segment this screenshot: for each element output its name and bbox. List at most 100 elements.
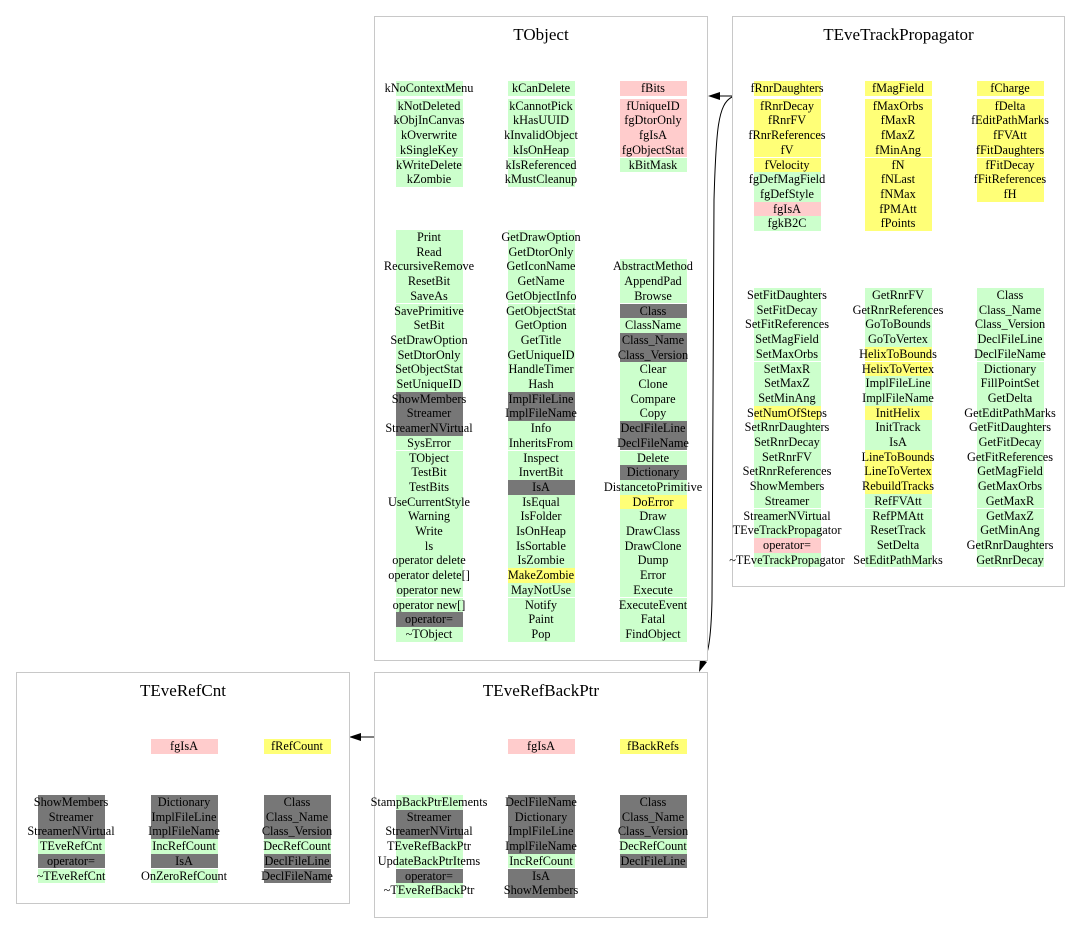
method[interactable]: ~TEveTrackPropagator [729, 552, 845, 568]
method[interactable]: GetDelta [976, 390, 1044, 406]
method[interactable]: Pop [507, 626, 575, 642]
method[interactable]: GetOption [507, 318, 575, 333]
method[interactable]: FindObject [619, 626, 687, 642]
data-member[interactable]: fMaxR [864, 113, 932, 129]
method[interactable]: TestBits [395, 479, 463, 495]
data-member[interactable]: fCharge [976, 81, 1044, 96]
method[interactable]: TEveTrackPropagator [733, 523, 841, 538]
data-member[interactable]: fFitReferences [974, 172, 1046, 187]
data-member[interactable]: fNMax [864, 186, 932, 202]
method[interactable]: Class [263, 795, 331, 810]
method[interactable]: Paint [507, 612, 575, 627]
data-member[interactable]: kNoContextMenu [385, 81, 473, 96]
data-member[interactable]: fgIsA [619, 128, 687, 143]
method[interactable]: Compare [619, 391, 687, 407]
method[interactable]: DistancetoPrimitive [604, 479, 702, 495]
method[interactable]: Streamer [753, 493, 821, 509]
method[interactable]: RecursiveRemove [384, 259, 474, 275]
data-member[interactable]: fH [976, 186, 1044, 202]
method[interactable]: SetDelta [864, 537, 932, 553]
class-teve-track-propagator[interactable]: TEveTrackPropagator fRnrDaughters fRnrDeca… [729, 16, 1065, 587]
method[interactable]: ResetTrack [864, 523, 932, 538]
method[interactable]: HelixToBounds [859, 346, 937, 362]
data-member[interactable]: kWriteDelete [395, 157, 463, 173]
method[interactable]: StreamerNVirtual [743, 508, 831, 524]
method[interactable]: DeclFileName [974, 346, 1046, 362]
method[interactable]: GetMaxR [976, 493, 1044, 509]
method[interactable]: DeclFileLine [619, 853, 687, 869]
method[interactable]: SetFitDecay [753, 302, 821, 318]
method[interactable]: SetMagField [753, 332, 821, 347]
method[interactable]: Streamer [395, 809, 463, 825]
method[interactable]: SetRnrDecay [753, 435, 821, 450]
method[interactable]: DeclFileName [261, 868, 333, 884]
method[interactable]: Hash [507, 377, 575, 392]
method[interactable]: LineToBounds [862, 449, 934, 465]
method[interactable]: StampBackPtrElements [371, 795, 487, 810]
method[interactable]: UseCurrentStyle [388, 494, 470, 510]
data-member[interactable]: fBits [619, 81, 687, 96]
data-member[interactable]: fMaxOrbs [864, 98, 932, 114]
data-member[interactable]: fMinAng [864, 142, 932, 158]
method[interactable]: ShowMembers [504, 883, 578, 898]
method[interactable]: Clone [619, 377, 687, 392]
method[interactable]: Dump [619, 553, 687, 569]
data-member[interactable]: fRnrReferences [748, 128, 826, 143]
method[interactable]: IncRefCount [150, 839, 218, 854]
method[interactable]: Dictionary [619, 465, 687, 480]
method[interactable]: GetMaxOrbs [976, 479, 1044, 494]
method[interactable]: IsA [150, 853, 218, 869]
method[interactable]: GetFitDecay [976, 435, 1044, 450]
data-member[interactable]: fgIsA [507, 739, 575, 754]
method[interactable]: Draw [619, 509, 687, 524]
method[interactable]: GetFitDaughters [969, 420, 1051, 435]
method[interactable]: TestBit [395, 465, 463, 480]
method[interactable]: IsA [507, 479, 575, 495]
method[interactable]: SetDrawOption [390, 332, 468, 348]
method[interactable]: IsEqual [507, 494, 575, 510]
method[interactable]: Class_Name [976, 302, 1044, 318]
method[interactable]: ShowMembers [392, 391, 466, 407]
method[interactable]: GetRnrFV [864, 288, 932, 303]
method[interactable]: SetRnrDaughters [745, 420, 829, 435]
data-member[interactable]: fPMAtt [864, 201, 932, 217]
data-member[interactable]: fUniqueID [619, 98, 687, 114]
method[interactable]: GetDrawOption [501, 230, 581, 245]
method[interactable]: GetDtorOnly [507, 244, 575, 260]
data-member[interactable]: fgDtorOnly [619, 113, 687, 129]
data-member[interactable]: fRefCount [263, 739, 331, 754]
method[interactable]: operator= [395, 612, 463, 627]
data-member[interactable]: fPoints [864, 216, 932, 231]
method[interactable]: GetRnrReferences [853, 302, 943, 318]
data-member[interactable]: kBitMask [619, 157, 687, 173]
method[interactable]: Dictionary [976, 361, 1044, 377]
method[interactable]: SetMaxR [753, 361, 821, 377]
method[interactable]: InvertBit [507, 465, 575, 480]
method[interactable]: UpdateBackPtrItems [378, 853, 480, 869]
method[interactable]: ImplFileName [148, 824, 220, 840]
method[interactable]: ImplFileLine [150, 809, 218, 825]
method[interactable]: SetBit [395, 318, 463, 333]
method[interactable]: Warning [395, 509, 463, 524]
method[interactable]: Class_Name [263, 809, 331, 825]
data-member[interactable]: kHasUUID [507, 113, 575, 129]
method[interactable]: Fatal [619, 612, 687, 627]
method[interactable]: TEveRefCnt [37, 839, 105, 854]
method[interactable]: SetNumOfSteps [747, 405, 827, 421]
data-member[interactable]: fgkB2C [753, 216, 821, 231]
data-member[interactable]: fN [864, 157, 932, 173]
method[interactable]: Class_Name [619, 332, 687, 348]
method[interactable]: Inspect [507, 450, 575, 466]
method[interactable]: SetMaxZ [753, 376, 821, 391]
data-member[interactable]: fgIsA [753, 201, 821, 217]
method[interactable]: GetUniqueID [507, 347, 575, 363]
method[interactable]: Class [619, 795, 687, 810]
class-tobject[interactable]: TObject kNoContextMenu kNotDeleted kObjInCa… [374, 16, 708, 661]
method[interactable]: Read [395, 244, 463, 260]
data-member[interactable]: fgDefMagField [749, 172, 825, 187]
data-member[interactable]: fgIsA [150, 739, 218, 754]
method[interactable]: Dictionary [150, 795, 218, 810]
data-member[interactable]: kNotDeleted [395, 98, 463, 114]
data-member[interactable]: kIsOnHeap [507, 142, 575, 158]
method[interactable]: ~TEveRefBackPtr [384, 883, 474, 898]
